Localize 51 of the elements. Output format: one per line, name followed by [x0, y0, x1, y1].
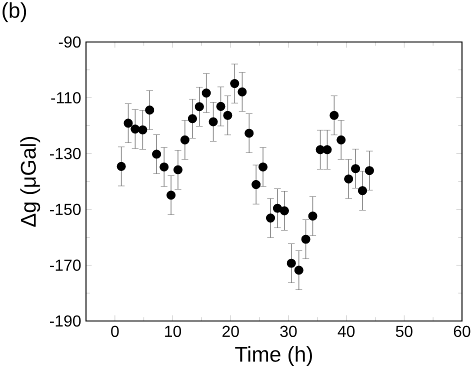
point	[173, 165, 183, 174]
x-tick-label: 30	[280, 326, 297, 338]
point	[322, 145, 332, 154]
point	[252, 180, 261, 190]
y-tick-label: -170	[50, 260, 81, 271]
x-tick-label: 50	[396, 326, 412, 338]
point	[223, 110, 232, 120]
x-tick-label: 10	[165, 326, 182, 338]
point	[358, 186, 368, 196]
point	[138, 125, 148, 134]
point	[336, 135, 346, 144]
y-tick-label: -110	[51, 92, 81, 104]
point	[286, 258, 296, 268]
x-tick-label: 60	[454, 326, 470, 338]
x-tick-label: 20	[222, 326, 239, 338]
point	[330, 110, 339, 120]
point	[194, 102, 204, 112]
point	[116, 162, 126, 171]
y-axis-title: Δg (μGal)	[20, 136, 40, 227]
point	[230, 79, 240, 88]
point	[188, 114, 197, 124]
point	[145, 106, 154, 115]
point	[244, 128, 254, 138]
point	[202, 88, 211, 98]
y-tick-label: -150	[50, 204, 81, 216]
point	[130, 124, 140, 134]
point	[216, 102, 226, 111]
x-tick-label: 40	[338, 326, 355, 338]
point	[160, 162, 169, 172]
point	[364, 166, 374, 176]
point	[266, 214, 276, 223]
point	[180, 135, 190, 144]
point	[124, 118, 133, 128]
point	[294, 266, 304, 275]
point	[166, 190, 176, 200]
x-tick-label: 0	[111, 326, 119, 338]
point	[272, 204, 282, 213]
point	[238, 87, 247, 96]
point	[208, 117, 218, 126]
y-tick-label: -90	[58, 36, 81, 48]
point	[351, 164, 360, 174]
x-axis-title: Time (h)	[235, 346, 312, 366]
point	[280, 206, 289, 216]
point	[308, 212, 318, 221]
y-tick-label: -130	[50, 148, 81, 160]
point	[258, 162, 268, 172]
point	[301, 234, 310, 244]
point	[152, 150, 162, 159]
point	[344, 174, 354, 184]
chart-title: (b)	[2, 2, 26, 22]
y-tick-label: -190	[50, 315, 81, 327]
